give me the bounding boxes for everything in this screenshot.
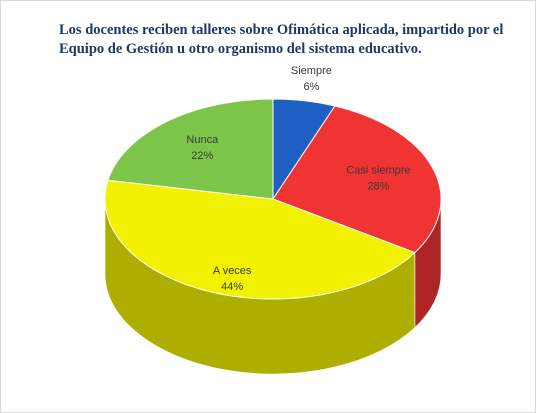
chart-title: Los docentes reciben talleres sobre Ofim… <box>59 22 504 57</box>
slice-label: Nunca <box>186 134 219 146</box>
slice-value-label: 28% <box>367 181 389 193</box>
slice-label: Casi siempre <box>346 165 410 177</box>
slice <box>104 179 416 300</box>
slice <box>272 105 442 254</box>
slice-value-label: 44% <box>221 281 243 293</box>
slice-label: A veces <box>213 265 252 277</box>
slice <box>107 98 274 200</box>
slice-value-label: 22% <box>191 150 213 162</box>
slice-value-label: 6% <box>303 81 319 93</box>
slice-label: Siempre <box>291 65 332 77</box>
